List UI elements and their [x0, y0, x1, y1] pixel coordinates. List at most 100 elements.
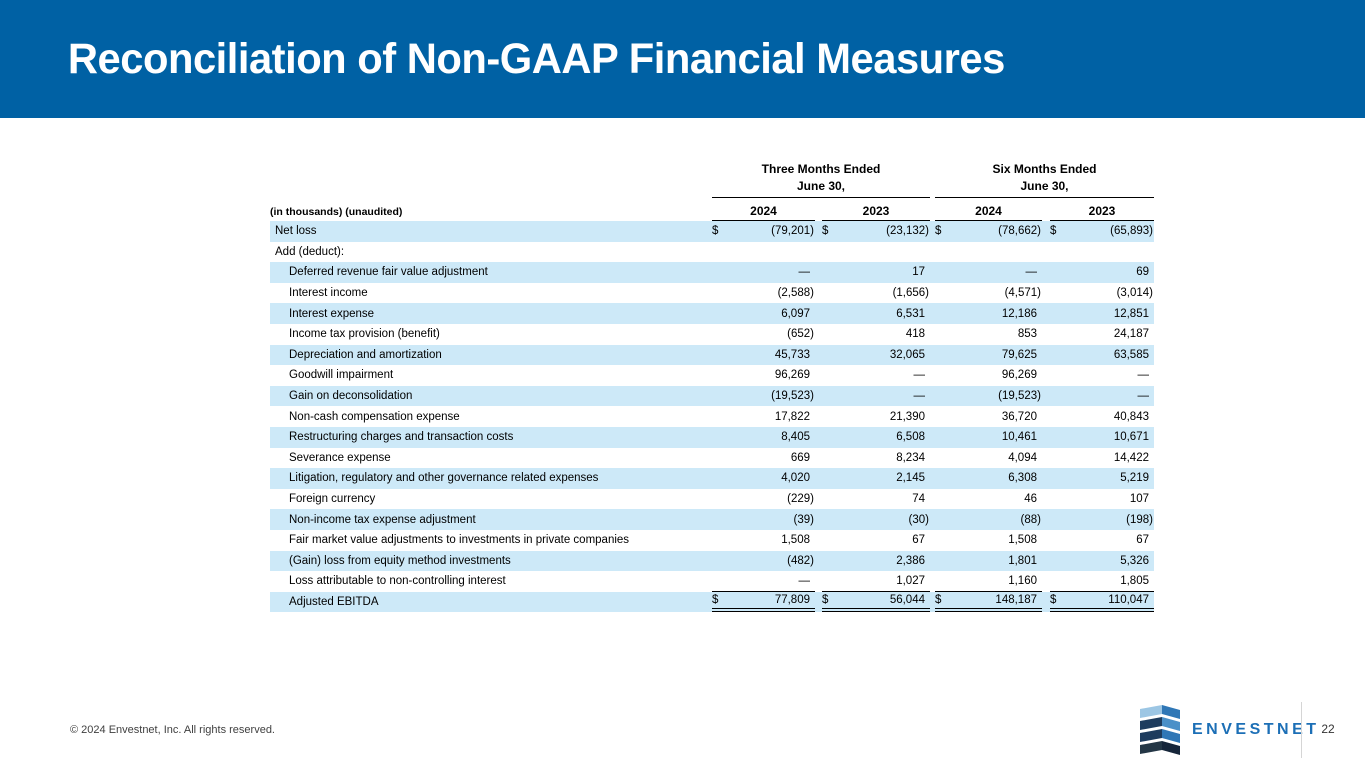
header-spacer	[270, 162, 712, 198]
cell-value: 5,219	[1120, 472, 1149, 485]
table-row: Litigation, regulatory and other governa…	[270, 468, 1154, 489]
cell-value: —	[798, 574, 811, 587]
table-row: Non-cash compensation expense 17,822 21,39…	[270, 406, 1154, 427]
value-cell: $110,047	[1050, 592, 1154, 613]
cell-value: 12,851	[1113, 307, 1149, 320]
table-note: (in thousands) (unaudited)	[270, 206, 403, 218]
cell-value: (30)	[908, 513, 929, 526]
table-row: Adjusted EBITDA $77,809 $56,044 $148,187 $11…	[270, 591, 1154, 613]
value-cell: 5,219	[1050, 468, 1154, 489]
value-cell: —	[712, 571, 815, 592]
cell-value: —	[1137, 390, 1150, 403]
group-subtitle: June 30,	[1020, 179, 1069, 193]
value-cell: 4,094	[935, 448, 1042, 469]
cell-value: 12,186	[1001, 307, 1037, 320]
value-cell: 45,733	[712, 345, 815, 366]
dollar-sign: $	[1050, 593, 1057, 606]
value-cell: 67	[1050, 530, 1154, 551]
cell-value: (652)	[787, 328, 814, 341]
cell-value: 6,308	[1008, 472, 1037, 485]
value-cell: 36,720	[935, 406, 1042, 427]
cell-value: 77,809	[774, 593, 810, 606]
row-label: Depreciation and amortization	[289, 348, 442, 361]
cell-value: 1,805	[1120, 574, 1149, 587]
row-label: Restructuring charges and transaction co…	[289, 431, 514, 444]
cell-value: (19,523)	[998, 390, 1041, 403]
cell-value: 21,390	[889, 410, 925, 423]
value-cell: 4,020	[712, 468, 815, 489]
value-cell: $ (23,132)	[822, 221, 930, 242]
value-cell: 5,326	[1050, 551, 1154, 572]
value-cell: 46	[935, 489, 1042, 510]
row-label: Litigation, regulatory and other governa…	[289, 472, 599, 485]
value-cell: 6,531	[822, 303, 930, 324]
row-label: Interest expense	[289, 307, 375, 320]
reconciliation-table: Three Months Ended June 30, Six Months End…	[270, 162, 1154, 613]
cell-value: 45,733	[774, 348, 810, 361]
cell-value: (65,893)	[1110, 225, 1153, 238]
value-cell: 1,805	[1050, 571, 1154, 592]
table-row: Foreign currency (229) 74 46 107	[270, 489, 1154, 510]
footer-divider	[1301, 702, 1302, 758]
row-label: Gain on deconsolidation	[289, 390, 413, 403]
value-cell: 1,160	[935, 571, 1042, 592]
value-cell: 6,308	[935, 468, 1042, 489]
cell-value: 107	[1129, 493, 1149, 506]
table-row: Severance expense 669 8,234 4,094 14,422	[270, 448, 1154, 469]
value-cell: (19,523)	[935, 386, 1042, 407]
value-cell: —	[1050, 386, 1154, 407]
value-cell: 21,390	[822, 406, 930, 427]
table-rows: Net loss $ (79,201) $ (23,132) $ (78,662) $ (65,…	[270, 221, 1154, 613]
row-label: Loss attributable to non-controlling int…	[289, 575, 506, 588]
cell-value: 74	[912, 493, 925, 506]
row-label: Fair market value adjustments to investm…	[289, 534, 630, 547]
dollar-sign: $	[935, 225, 942, 238]
cell-value: 418	[905, 328, 925, 341]
cell-value: (198)	[1126, 513, 1153, 526]
row-label: Net loss	[275, 225, 317, 238]
row-label: Income tax provision (benefit)	[289, 328, 440, 341]
cell-value: 669	[790, 451, 810, 464]
cell-value: 6,508	[896, 431, 925, 444]
value-cell: 12,851	[1050, 303, 1154, 324]
value-cell: (2,588)	[712, 283, 815, 304]
year-header: 2024	[935, 204, 1042, 221]
dollar-sign: $	[1050, 225, 1057, 238]
dollar-sign: $	[822, 593, 829, 606]
value-cell: 1,027	[822, 571, 930, 592]
group-title: Six Months Ended	[992, 162, 1097, 176]
cell-value: 24,187	[1113, 328, 1149, 341]
cell-value: (19,523)	[771, 390, 814, 403]
cell-value: (4,571)	[1004, 287, 1041, 300]
value-cell: 17	[822, 262, 930, 283]
cell-value: 32,065	[889, 348, 925, 361]
year-header: 2023	[1050, 204, 1154, 221]
cell-value: 40,843	[1113, 410, 1149, 423]
value-cell: (482)	[712, 551, 815, 572]
table-row: Net loss $ (79,201) $ (23,132) $ (78,662) $ (65,…	[270, 221, 1154, 242]
value-cell: 32,065	[822, 345, 930, 366]
cell-value: 110,047	[1108, 593, 1149, 606]
year-header: 2023	[822, 204, 930, 221]
cell-value: 1,801	[1008, 554, 1037, 567]
table-row: Depreciation and amortization 45,733 32,06…	[270, 344, 1154, 366]
year-header-row: (in thousands) (unaudited) 2024 2023 2024 2…	[270, 198, 1154, 221]
cell-value: 36,720	[1001, 410, 1037, 423]
value-cell: 2,386	[822, 551, 930, 572]
cell-value: 4,094	[1008, 451, 1037, 464]
row-label: Goodwill impairment	[289, 369, 394, 382]
cell-value: (2,588)	[777, 287, 814, 300]
envestnet-logo-icon	[1140, 705, 1180, 755]
slide-title: Reconciliation of Non-GAAP Financial Mea…	[67, 34, 1005, 83]
cell-value: 6,097	[781, 307, 810, 320]
cell-value: 1,508	[781, 534, 810, 547]
cell-value: 67	[1136, 534, 1149, 547]
value-cell: 669	[712, 448, 815, 469]
cell-value: (482)	[787, 554, 814, 567]
table-row: Fair market value adjustments to investm…	[270, 530, 1154, 551]
value-cell: 107	[1050, 489, 1154, 510]
cell-value: 10,461	[1001, 431, 1037, 444]
value-cell: 6,508	[822, 427, 930, 448]
table-row: Interest income (2,588) (1,656) (4,571) (3,0…	[270, 283, 1154, 304]
row-label: Foreign currency	[289, 493, 376, 506]
